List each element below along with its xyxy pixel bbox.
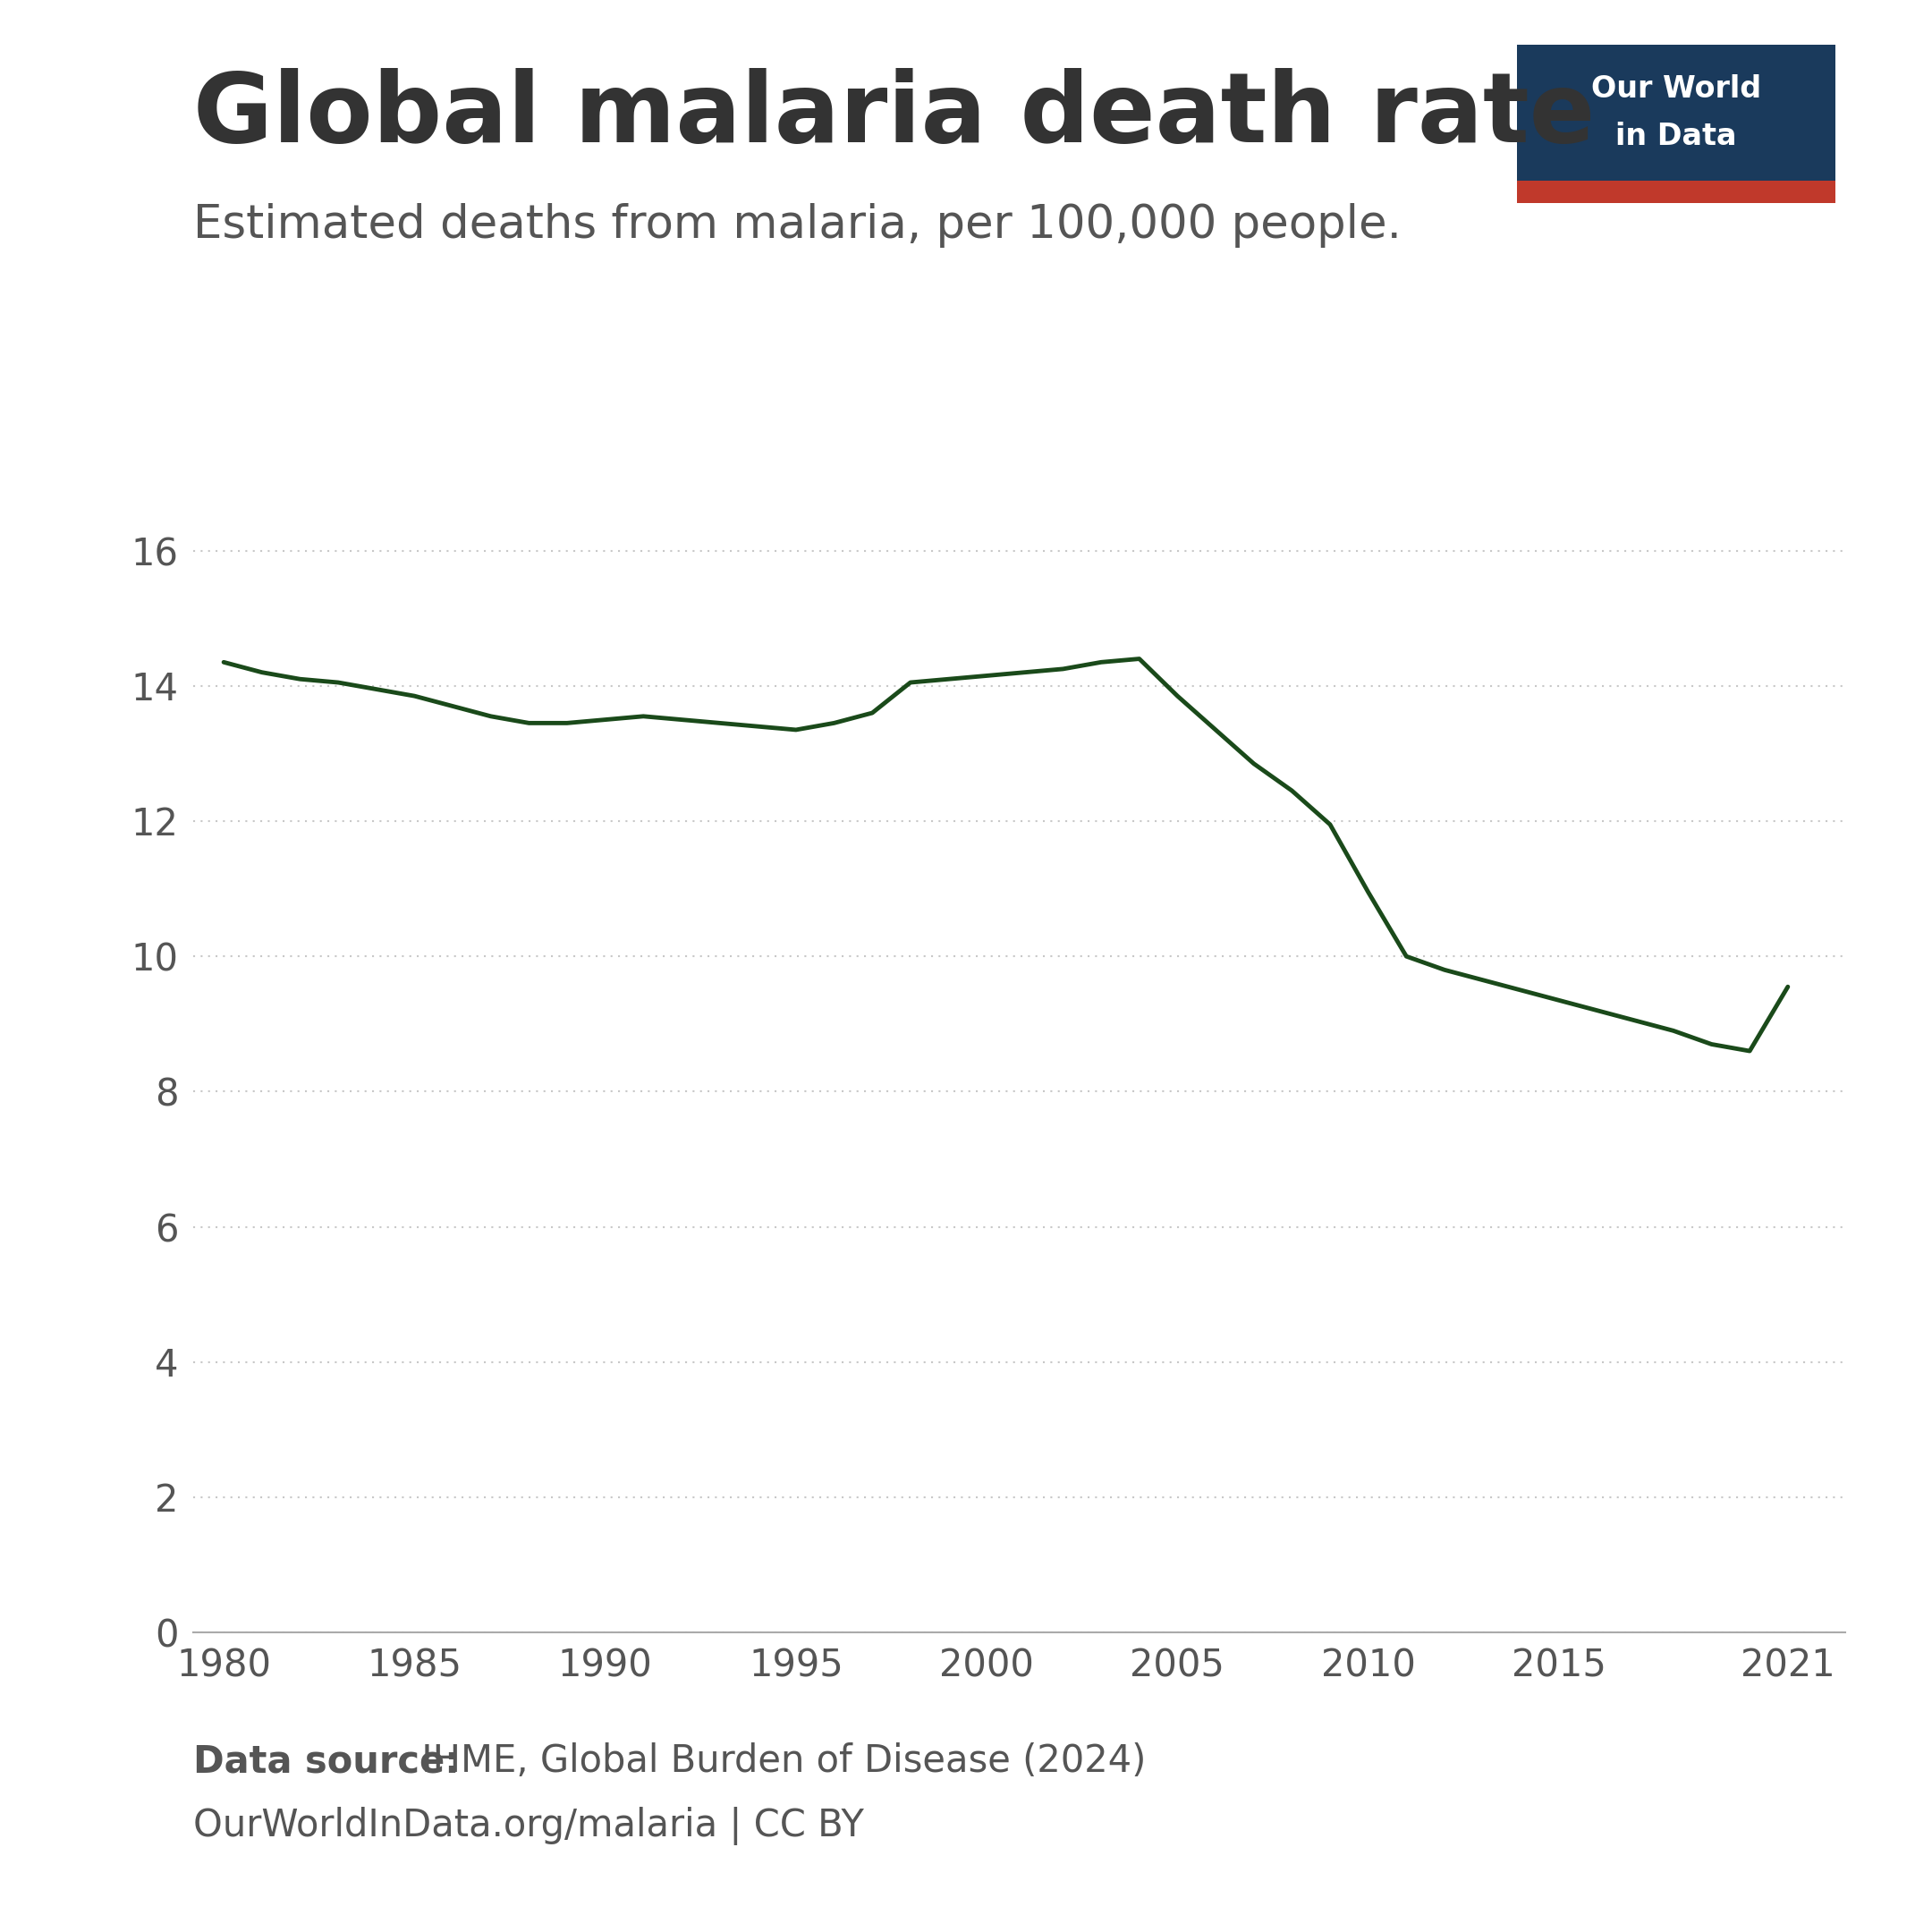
Text: Our World: Our World: [1590, 73, 1762, 104]
Text: Global malaria death rate: Global malaria death rate: [193, 68, 1596, 162]
FancyBboxPatch shape: [1517, 44, 1835, 182]
Text: OurWorldInData.org/malaria | CC BY: OurWorldInData.org/malaria | CC BY: [193, 1806, 864, 1845]
Text: Data source:: Data source:: [193, 1743, 460, 1779]
Text: in Data: in Data: [1615, 122, 1737, 151]
Text: Estimated deaths from malaria, per 100,000 people.: Estimated deaths from malaria, per 100,0…: [193, 203, 1401, 247]
Text: IHME, Global Burden of Disease (2024): IHME, Global Burden of Disease (2024): [410, 1743, 1146, 1779]
FancyBboxPatch shape: [1517, 182, 1835, 203]
